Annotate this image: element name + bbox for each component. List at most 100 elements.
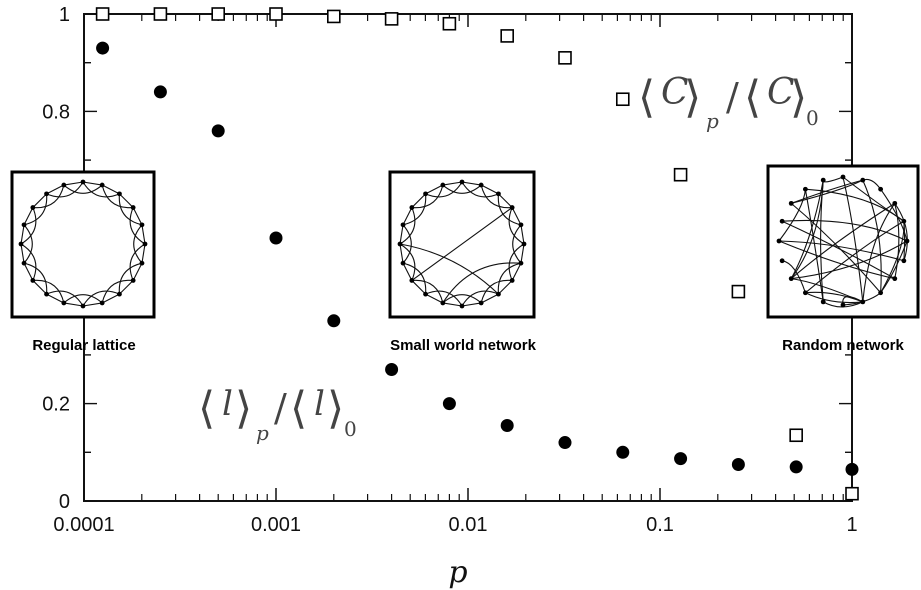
network-node xyxy=(788,276,794,282)
inset-small-world: Small world network xyxy=(388,170,537,354)
network-edge xyxy=(101,293,120,304)
clustering-point xyxy=(211,7,226,21)
network-edge xyxy=(903,221,906,261)
x-tick-label: 0.01 xyxy=(449,514,488,536)
network-edge xyxy=(32,193,47,208)
network-edge xyxy=(790,180,824,279)
network-edge xyxy=(20,207,37,245)
y-tick-label: 0.2 xyxy=(42,394,70,416)
network-edge xyxy=(46,184,65,195)
network-edge xyxy=(425,293,444,304)
network-node xyxy=(840,174,846,180)
network-edge xyxy=(23,207,34,226)
network-node xyxy=(80,303,86,309)
network-node xyxy=(130,205,136,210)
path-length-point xyxy=(845,462,859,476)
network-edge xyxy=(118,193,143,226)
ratio-slash: / xyxy=(726,75,739,119)
x-axis-title: p xyxy=(448,555,467,590)
network-edge xyxy=(411,280,426,295)
clustering-point xyxy=(673,167,688,182)
network-node xyxy=(409,205,415,210)
network-edge xyxy=(442,181,463,186)
path-length-symbol: l xyxy=(314,384,325,424)
network-node xyxy=(521,241,527,247)
network-node xyxy=(30,278,36,283)
path-length-point xyxy=(327,314,341,328)
network-node xyxy=(130,278,136,283)
network-node xyxy=(409,278,415,283)
network-edge xyxy=(132,207,143,226)
path-length-point xyxy=(211,124,225,138)
clustering-point xyxy=(326,9,341,24)
network-edge xyxy=(782,219,908,242)
network-edge xyxy=(141,243,146,264)
path-length-point xyxy=(500,419,514,433)
network-node xyxy=(21,222,27,228)
network-edge xyxy=(791,240,908,280)
network-node xyxy=(478,300,484,306)
network-node xyxy=(139,222,145,228)
x-tick-labels: 0.0001 0.001 0.01 0.1 1 xyxy=(53,514,857,536)
x-tick-label: 0.1 xyxy=(646,514,674,536)
clustering-ratio-label: ⟨ C ⟩ p / ⟨ C ⟩ 0 xyxy=(638,72,819,133)
path-length-point xyxy=(731,457,745,471)
network-node xyxy=(80,179,86,185)
y-tick-label: 0.8 xyxy=(42,101,70,123)
network-edge xyxy=(862,179,882,293)
network-edge xyxy=(894,203,908,261)
network-edge xyxy=(82,181,120,198)
network-edge xyxy=(101,184,134,209)
network-node xyxy=(776,238,782,244)
network-edge xyxy=(32,280,47,295)
network-edge xyxy=(32,279,65,304)
ratio-slash: / xyxy=(274,386,287,430)
network-edge xyxy=(101,184,120,195)
network-node xyxy=(904,238,910,244)
network-edge xyxy=(804,189,824,302)
angle-bracket-open: ⟨ xyxy=(290,383,307,434)
path-length-ratio-label: ⟨ l ⟩ p / ⟨ l ⟩ 0 xyxy=(198,383,357,445)
network-node xyxy=(878,290,884,296)
clustering-point xyxy=(269,7,283,21)
network-edge xyxy=(23,224,33,264)
network-node xyxy=(117,291,122,297)
clustering-point xyxy=(500,29,514,43)
network-edge xyxy=(790,202,896,280)
path-length-point xyxy=(385,363,399,377)
path-length-point xyxy=(96,41,110,55)
path-length-subscript-p: p xyxy=(256,421,269,445)
network-edge xyxy=(805,291,863,303)
network-edge xyxy=(32,184,65,209)
network-node xyxy=(901,218,907,224)
network-node xyxy=(99,300,105,306)
network-node xyxy=(142,241,148,247)
network-edge xyxy=(790,180,824,279)
clustering-point xyxy=(442,16,457,31)
network-node xyxy=(518,260,524,266)
network-edge xyxy=(778,240,895,280)
clustering-point xyxy=(845,486,859,501)
network-node xyxy=(459,303,465,309)
network-edge xyxy=(82,181,103,186)
network-edge xyxy=(46,293,65,304)
network-edge xyxy=(461,302,482,307)
network-node xyxy=(892,200,898,206)
inset-label: Small world network xyxy=(390,337,537,354)
inset-label: Random network xyxy=(782,337,904,354)
network-node xyxy=(779,258,785,264)
network-edge xyxy=(129,207,146,245)
network-node xyxy=(478,182,484,188)
network-edge xyxy=(46,181,84,198)
network-edge xyxy=(511,207,522,226)
network-node xyxy=(788,200,794,206)
path-length-point xyxy=(442,397,456,411)
network-node xyxy=(44,291,49,297)
x-tick-label: 1 xyxy=(846,514,857,536)
network-edge xyxy=(781,220,896,280)
data-markers xyxy=(95,7,859,501)
network-edge xyxy=(790,202,882,294)
angle-bracket-open: ⟨ xyxy=(638,72,655,123)
inset-regular-lattice: Regular lattice xyxy=(10,170,156,354)
small-world-network xyxy=(397,179,527,309)
